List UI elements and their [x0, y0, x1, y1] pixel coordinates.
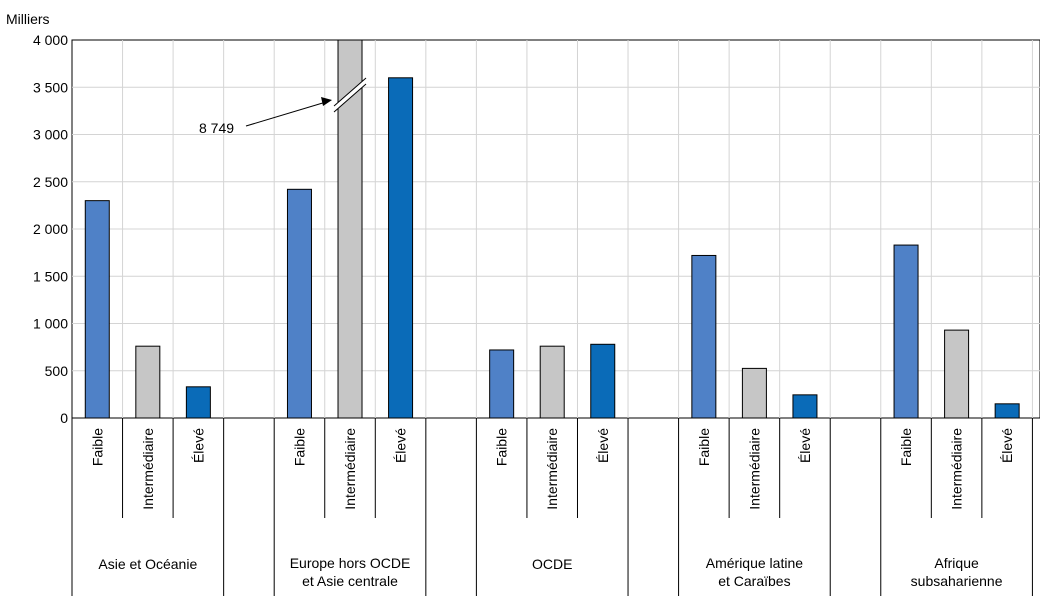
- group-label: et Asie centrale: [302, 573, 398, 589]
- level-label: Élevé: [595, 428, 611, 463]
- grid: [71, 39, 1040, 419]
- bar-élevé: [185, 386, 211, 419]
- annotation-arrow: [245, 101, 327, 127]
- bar-faible: [893, 244, 919, 419]
- y-axis-ticks: 0 500 1 000 1 500 2 000 2 500 3 000 3 500 4 000: [33, 32, 68, 426]
- bars: [84, 39, 1020, 419]
- y-tick-label: 0: [60, 410, 68, 426]
- bar-élevé: [388, 77, 414, 419]
- y-tick-label: 1 500: [33, 268, 68, 284]
- level-label: Élevé: [999, 428, 1015, 463]
- group-label: Amérique latine: [706, 555, 803, 571]
- bar-faible: [489, 349, 515, 419]
- annotation: 8 749: [199, 97, 333, 136]
- level-label: Intermédiaire: [949, 428, 965, 510]
- annotation-label: 8 749: [199, 120, 234, 136]
- group-label: subsaharienne: [911, 573, 1003, 589]
- y-tick-label: 2 000: [33, 221, 68, 237]
- level-label: Élevé: [190, 428, 206, 463]
- bar-intermédiaire: [944, 329, 970, 419]
- axis-break-line: [333, 77, 367, 107]
- level-label: Faible: [291, 428, 307, 466]
- level-label: Faible: [898, 428, 914, 466]
- level-label: Intermédiaire: [746, 428, 762, 510]
- annotation-arrowhead: [321, 97, 333, 106]
- level-label: Intermédiaire: [544, 428, 560, 510]
- bar-intermédiaire: [539, 345, 565, 419]
- axis-break: [334, 78, 367, 112]
- bar-élevé: [792, 394, 818, 419]
- bar-intermédiaire: [741, 367, 767, 419]
- bar-faible: [691, 254, 717, 419]
- y-tick-label: 3 500: [33, 79, 68, 95]
- level-label: Intermédiaire: [342, 428, 358, 510]
- group-label: Asie et Océanie: [98, 556, 197, 572]
- level-label: Intermédiaire: [140, 428, 156, 510]
- bar-faible: [84, 200, 110, 419]
- group-label: et Caraïbes: [718, 573, 790, 589]
- x-axis: Faible Intermédiaire Élevé Asie et Océanie F…: [71, 418, 1033, 596]
- y-tick-label: 2 500: [33, 174, 68, 190]
- y-tick-label: 500: [45, 363, 69, 379]
- axis-break-line: [333, 83, 367, 113]
- level-label: Faible: [89, 428, 105, 466]
- bar-intermédiaire: [135, 345, 161, 419]
- group-label: Europe hors OCDE: [290, 555, 411, 571]
- y-tick-label: 4 000: [33, 32, 68, 48]
- group-label: OCDE: [532, 556, 572, 572]
- bar-élevé: [994, 403, 1020, 419]
- bar-faible: [286, 188, 312, 419]
- y-axis-unit-label: Milliers: [6, 11, 50, 27]
- y-tick-label: 3 000: [33, 127, 68, 143]
- group-label: Afrique: [934, 555, 979, 571]
- level-label: Faible: [494, 428, 510, 466]
- bar-élevé: [590, 343, 616, 419]
- level-label: Élevé: [393, 428, 409, 463]
- level-label: Élevé: [797, 428, 813, 463]
- level-label: Faible: [696, 428, 712, 466]
- y-tick-label: 1 000: [33, 316, 68, 332]
